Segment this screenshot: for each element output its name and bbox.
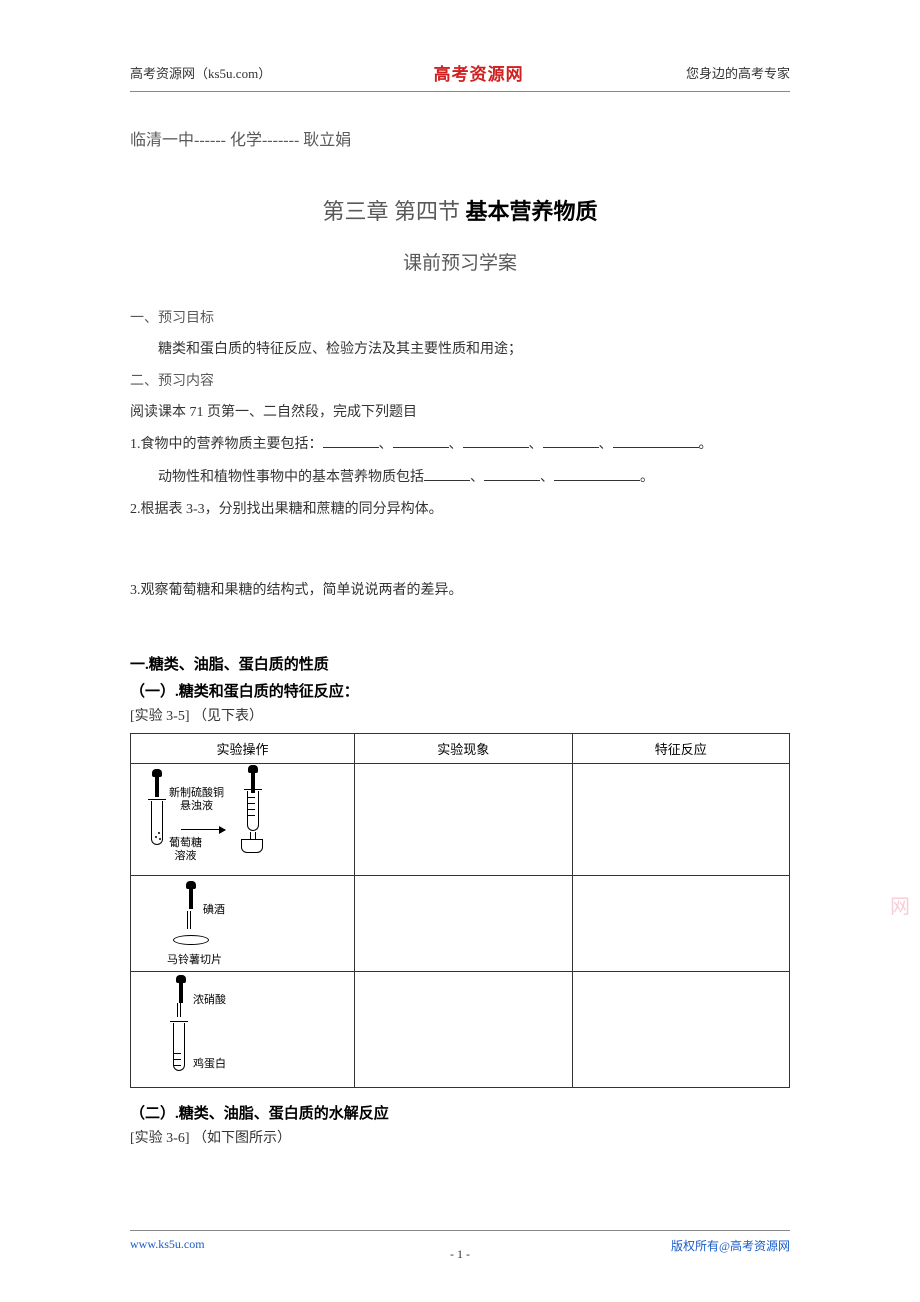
table-row: 碘酒 马铃薯切片: [131, 875, 790, 971]
blank: [424, 465, 470, 480]
q1-prefix: 1.食物中的营养物质主要包括：: [130, 437, 323, 452]
dropper-icon: [179, 981, 183, 1003]
lab-cell-glucose: 新制硫酸铜悬浊液 葡萄糖溶液: [131, 763, 355, 875]
dropper-icon: [155, 775, 159, 797]
header-left: 高考资源网（ks5u.com）: [130, 63, 271, 82]
heading-characteristic-reactions: （一）.糖类和蛋白质的特征反应：: [130, 680, 790, 701]
experiment-3-6-note: [实验 3-6] （如下图所示）: [130, 1127, 790, 1147]
experiment-table: 实验操作 实验现象 特征反应 新制硫酸铜悬浊液 葡萄糖溶液: [130, 733, 790, 1088]
table-row: 浓硝酸 鸡蛋白: [131, 971, 790, 1087]
cell-phenomenon: [355, 875, 572, 971]
cell-reaction: [572, 971, 789, 1087]
blank: [484, 465, 540, 480]
experiment-3-5-note: [实验 3-5] （见下表）: [130, 705, 790, 725]
heading-properties: 一.糖类、油脂、蛋白质的性质: [130, 653, 790, 674]
dropper-tip-icon: [187, 911, 191, 929]
col-phenomenon: 实验现象: [355, 733, 572, 763]
footer-page-number: - 1 -: [450, 1247, 470, 1262]
label-potato: 马铃薯切片: [167, 951, 222, 967]
blank: [543, 433, 599, 448]
cell-reaction: [572, 763, 789, 875]
table-row: 新制硫酸铜悬浊液 葡萄糖溶液: [131, 763, 790, 875]
header-center-brand: 高考资源网: [434, 60, 524, 85]
arrow-icon: [181, 829, 225, 831]
spacer: [130, 611, 790, 647]
section-1-head: 一、预习目标: [130, 307, 790, 327]
title-main: 基本营养物质: [466, 199, 598, 224]
cell-phenomenon: [355, 971, 572, 1087]
watermark: 网: [890, 890, 910, 919]
label-reagent: 新制硫酸铜悬浊液: [169, 787, 224, 813]
blank: [554, 465, 640, 480]
cell-phenomenon: [355, 763, 572, 875]
author-line: 临清一中------ 化学------- 耿立娟: [130, 126, 790, 150]
q1-line2-prefix: 动物性和植物性事物中的基本营养物质包括: [158, 470, 424, 485]
chapter-title: 第三章 第四节 基本营养物质: [130, 194, 790, 226]
question-2: 2.根据表 3-3，分别找出果糖和蔗糖的同分异构体。: [130, 497, 790, 524]
question-1: 1.食物中的营养物质主要包括：、、、、。: [130, 432, 790, 459]
potato-slice-icon: [173, 935, 209, 945]
footer-url: www.ks5u.com: [130, 1237, 205, 1254]
question-3: 3.观察葡萄糖和果糖的结构式，简单说说两者的差异。: [130, 578, 790, 605]
subtitle: 课前预习学案: [130, 248, 790, 275]
test-tube-icon: [151, 801, 163, 845]
dropper-tip-icon: [177, 1003, 181, 1017]
footer-copyright: 版权所有@高考资源网: [671, 1237, 790, 1254]
col-operation: 实验操作: [131, 733, 355, 763]
title-prefix: 第三章 第四节: [322, 199, 465, 224]
section-1-body: 糖类和蛋白质的特征反应、检验方法及其主要性质和用途；: [130, 337, 790, 364]
label-acid: 浓硝酸: [193, 991, 226, 1007]
question-1-line2: 动物性和植物性事物中的基本营养物质包括、、。: [130, 465, 790, 492]
label-egg: 鸡蛋白: [193, 1055, 226, 1071]
blank: [323, 433, 379, 448]
burner-icon: [241, 839, 263, 853]
dropper-icon: [189, 887, 193, 909]
blank: [613, 433, 699, 448]
table-header-row: 实验操作 实验现象 特征反应: [131, 733, 790, 763]
label-iodine: 碘酒: [203, 901, 225, 917]
label-glucose: 葡萄糖溶液: [169, 837, 202, 863]
spacer: [130, 530, 790, 578]
lab-cell-nitric-acid: 浓硝酸 鸡蛋白: [131, 971, 355, 1087]
test-tube-icon: [247, 791, 259, 831]
col-reaction: 特征反应: [572, 733, 789, 763]
blank: [393, 433, 449, 448]
header-right: 您身边的高考专家: [686, 63, 790, 82]
heading-hydrolysis: （二）.糖类、油脂、蛋白质的水解反应: [130, 1102, 790, 1123]
section-2-head: 二、预习内容: [130, 370, 790, 390]
cell-reaction: [572, 875, 789, 971]
test-tube-icon: [173, 1023, 185, 1071]
lab-cell-iodine: 碘酒 马铃薯切片: [131, 875, 355, 971]
page-footer: www.ks5u.com - 1 - 版权所有@高考资源网: [130, 1230, 790, 1254]
page-header: 高考资源网（ks5u.com） 高考资源网 您身边的高考专家: [130, 60, 790, 92]
blank: [463, 433, 529, 448]
section-2-line1: 阅读课本 71 页第一、二自然段，完成下列题目: [130, 400, 790, 427]
